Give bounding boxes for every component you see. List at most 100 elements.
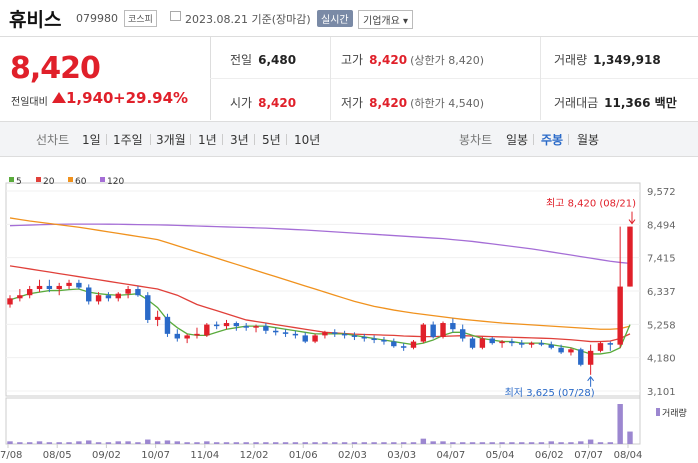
volume-bar bbox=[528, 442, 535, 444]
chart-period-tabs: 선차트 1일 1주일 3개월 1년 3년 5년 10년 봉차트 일봉 주봉 월봉 bbox=[0, 121, 698, 157]
tab-separator bbox=[568, 134, 569, 145]
candle-body bbox=[7, 298, 13, 305]
market-badge: 코스피 bbox=[124, 10, 157, 27]
price-summary: 8,420 전일대비 1,940 +29.94% bbox=[0, 37, 211, 120]
calendar-icon bbox=[170, 11, 181, 21]
volume-bar bbox=[420, 438, 427, 444]
volume-bar bbox=[282, 442, 289, 444]
candle-body bbox=[548, 344, 554, 348]
candle-body bbox=[519, 343, 525, 345]
ma120-line bbox=[9, 223, 631, 265]
high-annotation: 최고 8,420 (08/21) bbox=[546, 198, 636, 210]
volume-bar bbox=[391, 442, 397, 444]
tab-period-10y[interactable]: 10년 bbox=[294, 133, 321, 147]
realtime-button[interactable]: 실시간 bbox=[317, 10, 353, 27]
x-tick-label: 05/04 bbox=[486, 450, 515, 461]
candle-body bbox=[105, 295, 112, 299]
tab-separator bbox=[150, 134, 151, 145]
tab-period-3y[interactable]: 3년 bbox=[230, 133, 249, 147]
stat-low: 저가 8,420 (하한가 4,540) bbox=[341, 96, 484, 110]
tab-monthly-candle[interactable]: 월봉 bbox=[577, 133, 600, 147]
volume-bar bbox=[578, 441, 584, 444]
candle-body bbox=[597, 343, 604, 351]
legend-swatch bbox=[9, 177, 14, 182]
candle-body bbox=[430, 324, 436, 337]
volume-bar bbox=[587, 439, 594, 444]
high-annotation-arrowhead bbox=[628, 219, 636, 225]
candle-body bbox=[154, 316, 161, 320]
tab-separator bbox=[222, 134, 223, 145]
y-tick-label: 7,415 bbox=[647, 254, 676, 265]
volume-bar bbox=[332, 442, 338, 444]
y-tick-label: 4,180 bbox=[647, 354, 676, 365]
candle-body bbox=[627, 226, 633, 287]
candle-body bbox=[341, 333, 348, 336]
up-arrow-icon bbox=[52, 92, 66, 103]
candle-body bbox=[469, 338, 476, 348]
volume-bar bbox=[558, 442, 564, 444]
candle-body bbox=[450, 323, 456, 330]
candle-body bbox=[371, 338, 377, 341]
x-tick-label: 06/02 bbox=[535, 450, 564, 461]
volume-bar bbox=[459, 442, 466, 444]
volume-bar bbox=[204, 441, 210, 444]
volume-bar bbox=[341, 442, 348, 444]
candle-body bbox=[86, 287, 92, 302]
candle-body bbox=[26, 289, 33, 296]
tab-separator bbox=[106, 134, 107, 145]
base-date: 2023.08.21 기준(장마감) bbox=[185, 13, 311, 26]
candle-body bbox=[194, 333, 200, 336]
volume-bar bbox=[469, 442, 476, 444]
y-tick-label: 8,494 bbox=[647, 220, 676, 231]
price-change-percent: +29.94% bbox=[113, 89, 189, 107]
tab-line-chart[interactable]: 선차트 bbox=[36, 133, 70, 147]
volume-bar bbox=[273, 442, 279, 444]
stock-header: 휴비스 079980 코스피 2023.08.21 기준(장마감) 실시간 기업… bbox=[0, 0, 698, 37]
candle-body bbox=[164, 316, 171, 334]
volume-bar bbox=[125, 441, 131, 444]
tab-period-1w[interactable]: 1주일 bbox=[113, 133, 143, 147]
volume-bar bbox=[184, 442, 190, 444]
volume-bar bbox=[371, 442, 377, 444]
candle-body bbox=[440, 323, 446, 337]
volume-bar bbox=[46, 442, 53, 444]
candle-body bbox=[233, 323, 240, 327]
ma20-line bbox=[9, 265, 631, 343]
candle-body bbox=[528, 343, 535, 345]
volume-bar bbox=[489, 442, 495, 444]
candle-body bbox=[558, 347, 564, 353]
tab-period-1d[interactable]: 1일 bbox=[82, 133, 101, 147]
tab-weekly-candle[interactable]: 주봉 bbox=[541, 133, 564, 147]
volume-bar bbox=[145, 439, 151, 444]
volume-bar bbox=[450, 442, 456, 444]
volume-bar bbox=[164, 440, 171, 444]
x-tick-label: 01/06 bbox=[289, 450, 318, 461]
tab-period-5y[interactable]: 5년 bbox=[262, 133, 281, 147]
legend-label: 120 bbox=[107, 177, 124, 187]
volume-bar bbox=[410, 442, 417, 444]
tab-period-3m[interactable]: 3개월 bbox=[156, 133, 186, 147]
ma5-line bbox=[9, 288, 631, 355]
volume-bar bbox=[86, 440, 92, 444]
volume-bar bbox=[292, 442, 299, 444]
candle-body bbox=[282, 332, 289, 334]
x-tick-label: 04/07 bbox=[436, 450, 465, 461]
tab-candle-chart[interactable]: 봉차트 bbox=[459, 133, 493, 147]
tab-period-1y[interactable]: 1년 bbox=[198, 133, 217, 147]
company-info-dropdown[interactable]: 기업개요 ▾ bbox=[358, 10, 413, 29]
volume-bar bbox=[568, 442, 574, 444]
y-tick-label: 9,572 bbox=[647, 187, 676, 198]
candle-body bbox=[46, 285, 53, 290]
candle-body bbox=[115, 293, 121, 299]
volume-bar bbox=[617, 404, 623, 444]
y-tick-label: 6,337 bbox=[647, 287, 676, 298]
price-change: 1,940 bbox=[66, 89, 114, 107]
low-annotation-arrowhead bbox=[587, 375, 595, 382]
candle-body bbox=[489, 338, 495, 344]
candle-body bbox=[302, 335, 308, 342]
candle-body bbox=[361, 336, 367, 339]
candle-body bbox=[76, 282, 82, 288]
low-annotation: 최저 3,625 (07/28) bbox=[505, 387, 595, 399]
tab-daily-candle[interactable]: 일봉 bbox=[506, 133, 529, 147]
x-tick-label: 02/03 bbox=[338, 450, 367, 461]
